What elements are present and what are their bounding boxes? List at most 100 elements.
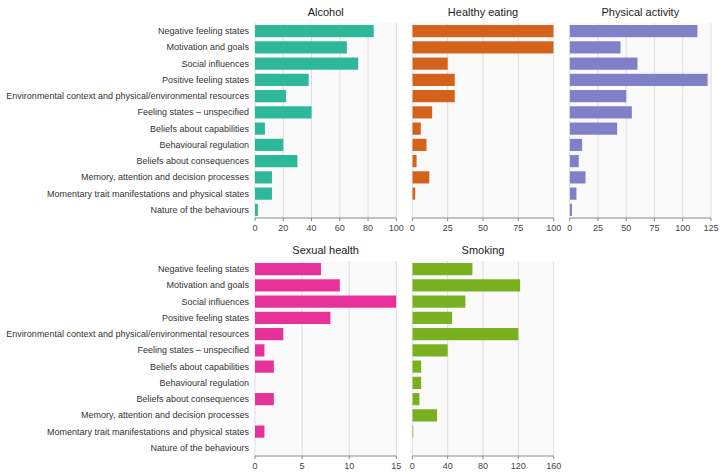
bar — [412, 106, 432, 118]
bar — [412, 279, 520, 291]
plot-background — [255, 23, 396, 218]
bar — [412, 312, 452, 324]
bar — [570, 171, 586, 183]
grid-line — [396, 261, 397, 456]
grid-line — [711, 23, 712, 218]
bar — [255, 279, 340, 291]
bar — [412, 296, 465, 308]
bar — [255, 344, 264, 356]
bar — [570, 139, 582, 151]
bar — [255, 139, 283, 151]
bar — [255, 204, 258, 216]
bar — [255, 41, 347, 53]
x-tick-label: 25 — [593, 223, 603, 233]
category-label: Motivation and goals — [166, 42, 249, 52]
grid-line — [654, 23, 655, 218]
bars — [412, 263, 520, 438]
x-tick-label: 75 — [649, 223, 659, 233]
x-tick-label: 0 — [252, 223, 257, 233]
panel-title: Physical activity — [602, 6, 680, 18]
bar — [255, 393, 274, 405]
bar — [412, 171, 429, 183]
category-label: Environmental context and physical/envir… — [6, 91, 249, 101]
bar — [255, 58, 358, 70]
plot-background — [412, 23, 553, 218]
panel: Physical activity0255075100125 — [567, 6, 718, 233]
x-axis-line — [412, 456, 553, 457]
bar — [255, 106, 312, 118]
x-axis-line — [570, 218, 711, 219]
category-label: Motivation and goals — [166, 280, 249, 290]
bar — [412, 328, 518, 340]
bar — [570, 41, 621, 53]
category-label: Momentary trait manifestations and physi… — [47, 427, 250, 437]
x-tick-label: 40 — [307, 223, 317, 233]
x-tick-label: 40 — [443, 461, 453, 471]
bar — [412, 25, 553, 37]
category-label: Beliefs about consequences — [136, 394, 249, 404]
grid-line — [682, 23, 683, 218]
category-label: Positive feeling states — [162, 75, 250, 85]
bar — [412, 123, 420, 135]
category-label: Feeling states – unspecified — [137, 345, 249, 355]
bar — [255, 155, 297, 167]
bar — [412, 263, 472, 275]
bar — [255, 25, 374, 37]
category-label: Environmental context and physical/envir… — [6, 329, 249, 339]
bar — [412, 58, 447, 70]
bars — [255, 25, 374, 216]
bar — [255, 123, 265, 135]
x-tick-label: 100 — [389, 223, 404, 233]
panel: Alcohol020406080100Negative feeling stat… — [6, 6, 403, 233]
bar — [412, 155, 416, 167]
category-label: Nature of the behaviours — [150, 205, 249, 215]
x-axis-line — [255, 218, 396, 219]
x-tick-label: 80 — [478, 461, 488, 471]
bar — [412, 74, 454, 86]
panel: Healthy eating0255075100 — [410, 6, 561, 233]
panel: Sexual health051015Negative feeling stat… — [6, 244, 401, 471]
x-tick-label: 75 — [513, 223, 523, 233]
bar — [412, 90, 454, 102]
x-tick-label: 50 — [621, 223, 631, 233]
x-tick-label: 0 — [410, 461, 415, 471]
panel-title: Healthy eating — [448, 6, 518, 18]
bar — [412, 41, 553, 53]
x-tick-label: 0 — [410, 223, 415, 233]
x-tick-label: 50 — [478, 223, 488, 233]
bar — [255, 442, 256, 454]
category-label: Beliefs about consequences — [136, 156, 249, 166]
x-tick-label: 15 — [391, 461, 401, 471]
bar — [570, 25, 698, 37]
plot-background — [412, 261, 553, 456]
bars — [255, 263, 396, 438]
grid-line — [396, 23, 397, 218]
bar — [412, 361, 421, 373]
bar — [570, 123, 617, 135]
x-tick-label: 0 — [252, 461, 257, 471]
category-label: Negative feeling states — [158, 264, 250, 274]
category-label: Momentary trait manifestations and physi… — [47, 189, 250, 199]
x-tick-label: 5 — [300, 461, 305, 471]
bar — [255, 90, 286, 102]
x-tick-label: 60 — [335, 223, 345, 233]
x-axis-line — [255, 456, 396, 457]
bar — [412, 393, 419, 405]
x-tick-label: 10 — [344, 461, 354, 471]
category-label: Negative feeling states — [158, 26, 250, 36]
x-tick-label: 0 — [567, 223, 572, 233]
bar — [255, 296, 396, 308]
bar — [412, 344, 447, 356]
bar — [412, 442, 413, 454]
bar — [255, 171, 272, 183]
bars — [570, 25, 708, 216]
category-label: Social influences — [181, 297, 249, 307]
grid-line — [368, 23, 369, 218]
plot-background — [570, 23, 711, 218]
bar — [570, 90, 627, 102]
x-tick-label: 160 — [546, 461, 561, 471]
panel-title: Alcohol — [308, 6, 344, 18]
grid-line — [349, 261, 350, 456]
plot-background — [255, 261, 396, 456]
category-label: Feeling states – unspecified — [137, 107, 249, 117]
